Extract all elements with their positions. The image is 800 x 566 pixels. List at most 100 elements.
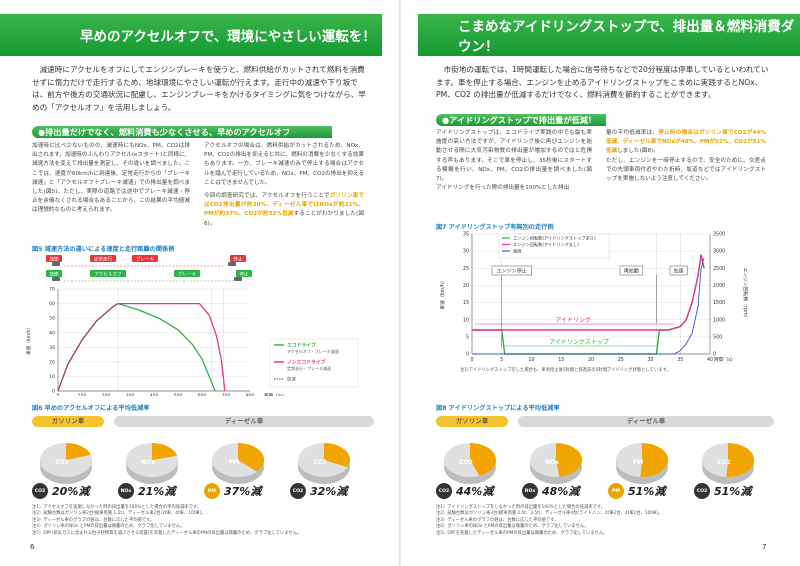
- reduction-pie: PM: [200, 432, 280, 504]
- fig7-y2tick-label: 0: [713, 352, 716, 358]
- right-col2-text-a: 量の平均低減率は、: [606, 130, 659, 136]
- fig7-xlabel: 時間（s）: [714, 357, 736, 363]
- left-cat-gasoline: ガソリン車: [32, 416, 104, 427]
- reduction-percent: 20%減: [52, 485, 90, 498]
- fig5-ytick-label: 70: [49, 287, 55, 293]
- fig7-xtick-label: 40: [707, 357, 713, 363]
- fig5-tag-label: 加速: [49, 256, 59, 263]
- fig7-series-line: [472, 254, 705, 331]
- left-note-2: 注2）試験台数はガソリン車2台(総車両重 1.5t)、ディーゼル車2台(2t車、…: [32, 511, 206, 517]
- fig7-idling-label: アイドリング: [555, 316, 591, 324]
- pie-chart: CO2: [40, 443, 92, 484]
- fig5-ylabel: 車速（km/h）: [25, 325, 32, 355]
- fig7-y2tick-label: 3000: [713, 249, 725, 255]
- reduction-percent: 44%減: [456, 485, 494, 498]
- fig5-legend-sublabel: 定常走行・ブレーキ減速: [287, 365, 331, 371]
- reduction-pie: NOx: [518, 432, 598, 504]
- reduction-percent: 32%減: [310, 485, 348, 498]
- fig7-ytick-label: 25: [463, 266, 469, 272]
- right-col1-text-b: アイドリングを行った際の排出量を100%とした排出: [436, 185, 570, 192]
- right-header: こまめなアイドリングストップで、排出量＆燃料消費ダウン！: [418, 14, 800, 56]
- fig7-ytick-label: 20: [463, 283, 469, 289]
- fig7-ylabel: 車速（km/h）: [439, 278, 446, 309]
- fig5-xtick-label: 100: [78, 393, 87, 396]
- fig5-ytick-label: 60: [49, 301, 55, 307]
- pie-center-label: CO2: [717, 459, 731, 466]
- pie-center-label: CO2: [313, 459, 327, 466]
- pie-center-label: NOx: [545, 459, 559, 466]
- fig7-ytick-label: 0: [466, 352, 469, 358]
- fig5-tag-box: [90, 255, 116, 262]
- reduction-label: CO2 44%減: [436, 483, 516, 499]
- fig7-ytick-label: 15: [463, 300, 469, 306]
- fig7-y2tick-label: 500: [713, 334, 722, 340]
- right-note-5: 注5）DPFを装着したディーゼル車のPMの排出量は微量のため、グラフ化していませ…: [436, 530, 608, 536]
- fig7-xtick-label: 0: [470, 357, 473, 363]
- fig5-xtick-label: 200: [102, 393, 111, 396]
- right-note-4: 注4）ガソリン車のNOx とPMの排出量は微量のため、グラフ化していません。: [436, 524, 589, 530]
- pie-slice-reduction: [152, 443, 178, 460]
- fig5-legend-box: [269, 338, 359, 388]
- right-note-1: 注1）アイドリングストップをしなかった時の排出量を100%とした場合の低減率です…: [436, 505, 606, 510]
- fig7-tag-box: [619, 265, 644, 276]
- fig7-tag-box: [669, 265, 688, 276]
- pollutant-badge: NOx: [118, 483, 134, 499]
- fig5-tag-label: 停止: [233, 256, 243, 263]
- fig7-tag-label: 再始動: [624, 268, 639, 275]
- fig5-xtick-label: 500: [174, 393, 183, 396]
- fig5-ytick-label: 50: [49, 316, 55, 322]
- fig5-series-line: [57, 303, 119, 392]
- reduction-label: CO2 20%減: [32, 483, 112, 499]
- fig7-legend-box: [498, 233, 610, 259]
- fig5-ytick-label: 30: [49, 345, 55, 351]
- fig5-tag-box: [236, 270, 252, 277]
- fig5-ytick-label: 20: [49, 359, 55, 365]
- right-col2-text-c: ただし、エンジンを一時停止するので、安全のために、交差点での先頭車両付近やわた折…: [606, 157, 766, 183]
- pie-chart: CO2: [444, 443, 496, 484]
- fig7-y2tick-label: 3500: [713, 232, 725, 238]
- fig5-tag-box: [90, 270, 126, 277]
- left-cat-diesel: ディーゼル車: [114, 416, 374, 427]
- fig5-tag-box: [46, 270, 62, 277]
- fig7-ytick-label: 30: [463, 249, 469, 255]
- pie-slice-reduction: [66, 443, 91, 460]
- pollutant-badge: PM: [204, 483, 220, 499]
- left-section-heading: ●排出量だけでなく、燃料消費も少なくさせる、早めのアクセルオフ: [32, 126, 332, 138]
- pie-center-label: PM: [229, 459, 239, 466]
- car-icon: [228, 262, 236, 266]
- fig7-legend-label: 速度: [513, 248, 522, 255]
- right-cat-diesel: ディーゼル車: [518, 416, 774, 427]
- pollutant-badge: CO2: [32, 483, 48, 499]
- fig7-title: 図7 アイドリングストップ有無別の走行例: [436, 224, 554, 231]
- right-col1-text: アイドリングストップは、エコドライブ実践の中でも最も実施度の高い方法ですが、アイ…: [436, 130, 592, 183]
- fig7-xtick-label: 25: [618, 357, 624, 363]
- left-note-1: 注1）アクセルオフを実施しなかった時の排出量を100%とした場合の平均低減率です…: [32, 505, 202, 510]
- right-cat-gasoline: ガソリン車: [436, 416, 508, 427]
- reduction-pie: PM: [604, 432, 684, 504]
- pie-chart: NOx: [530, 443, 583, 484]
- fig6-title: 図6 早めのアクセルオフによる平均低減率: [32, 405, 150, 412]
- fig5-tag-label: ブレーキ: [136, 256, 155, 263]
- reduction-label: PM 37%減: [204, 483, 284, 499]
- pollutant-badge: NOx: [522, 483, 538, 499]
- fig5-xlabel: 距離（m）: [264, 392, 287, 396]
- fig7-ytick-label: 10: [463, 317, 469, 323]
- fig5-ytick-label: 0: [52, 389, 55, 395]
- fig5-ytick-label: 10: [49, 374, 55, 380]
- left-column-2: アクセルオフの場合は、燃料供給がカットされるため、NOx、PM、CO2の排出を抑…: [204, 142, 364, 229]
- fig5-title: 図5 減速方法の違いによる速度と走行距離の関係例: [32, 246, 175, 253]
- fig7-idlestop-label: アイドリングストップ: [549, 338, 609, 346]
- fig5-xtick-label: 0: [57, 393, 60, 396]
- fig7-tag-label: エンジン停止: [497, 268, 527, 275]
- left-col2-text-c: することがわかりました(図6)。: [204, 211, 364, 227]
- reduction-pie: CO2: [28, 432, 108, 504]
- pie-center-label: CO2: [459, 459, 473, 466]
- pollutant-badge: CO2: [694, 483, 710, 499]
- pie-chart: PM: [212, 443, 264, 484]
- car-icon: [234, 277, 242, 281]
- left-col2-highlight: ガソリン車ではCO2排出量が約20%、ディーゼル車ではNOxが約21%、PMが約…: [204, 193, 364, 218]
- left-note-4: 注4）ガソリン車のNOx とPMの排出量は微量のため、グラフ化していません。: [32, 524, 185, 530]
- pie-slice-reduction: [324, 443, 350, 468]
- reduction-label: CO2 51%減: [694, 483, 774, 499]
